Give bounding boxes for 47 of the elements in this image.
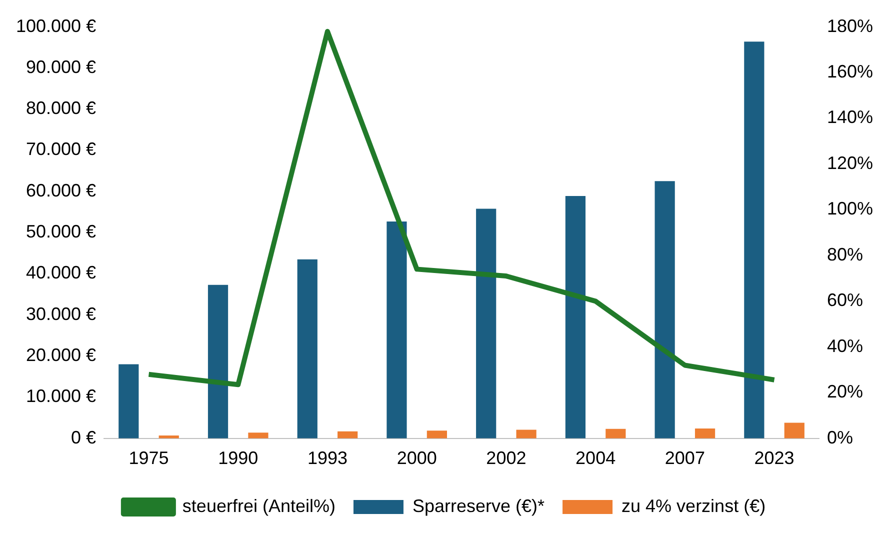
bar (744, 42, 764, 438)
x-tick-label: 2002 (486, 448, 526, 468)
y2-tick-label: 60% (826, 290, 863, 310)
bar (784, 422, 804, 438)
x-tick-label: 2004 (576, 448, 616, 468)
legend-label: steuerfrei (Anteil%) (182, 496, 336, 516)
y2-tick-label: 0% (826, 427, 853, 448)
y-tick-label: 100.000 € (16, 16, 96, 36)
y2-tick-label: 100% (826, 198, 874, 219)
y-tick-label: 30.000 € (26, 304, 96, 324)
x-tick-label: 1975 (128, 448, 169, 468)
bar (606, 428, 626, 438)
bar (426, 430, 447, 438)
y-tick-label: 80.000 € (26, 98, 96, 118)
y2-tick-label: 180% (826, 16, 874, 36)
bar (208, 284, 228, 438)
bar (516, 430, 536, 438)
y-tick-label: 10.000 € (26, 386, 96, 406)
bar (118, 364, 139, 438)
y2-tick-label: 160% (826, 62, 874, 82)
bar (338, 431, 358, 438)
legend-label: Sparreserve (€)* (412, 496, 545, 516)
x-tick-label: 1990 (218, 448, 258, 468)
bar (654, 181, 675, 438)
y-tick-label: 60.000 € (26, 180, 96, 200)
y2-tick-label: 140% (826, 107, 874, 128)
bar (248, 432, 268, 438)
bar (694, 428, 716, 438)
legend-label: zu 4% verzinst (€) (622, 496, 766, 516)
bar (565, 196, 586, 438)
y2-tick-label: 120% (826, 152, 874, 173)
y-tick-label: 40.000 € (26, 262, 96, 283)
x-tick-label: 1993 (307, 448, 348, 468)
x-tick-label: 2000 (396, 448, 437, 468)
x-tick-label: 2007 (664, 448, 705, 468)
bar (476, 208, 496, 438)
y2-tick-label: 40% (826, 336, 863, 356)
y-tick-label: 50.000 € (26, 222, 96, 242)
y-tick-label: 20.000 € (26, 345, 96, 366)
bar (386, 221, 407, 438)
y-tick-label: 0 € (71, 427, 96, 448)
y2-tick-label: 80% (826, 244, 863, 264)
y-tick-label: 90.000 € (26, 56, 96, 77)
y-tick-label: 70.000 € (26, 139, 96, 160)
y2-tick-label: 20% (826, 382, 863, 402)
bar (297, 259, 318, 438)
x-tick-label: 2023 (754, 448, 794, 468)
